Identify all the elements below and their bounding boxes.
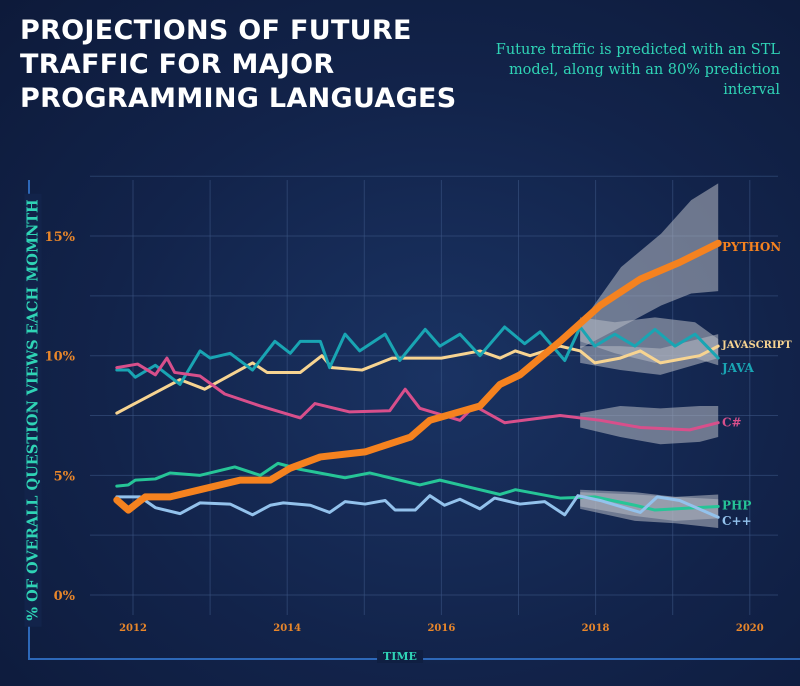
labels: 0% 5% 10% 15% 2012 2014 2016 2018 2020 PYTHON JAVA… bbox=[45, 230, 793, 634]
series-label: C# bbox=[722, 416, 742, 430]
chart-subtitle: Future traffic is predicted with an STL … bbox=[495, 42, 780, 98]
series-line-c bbox=[115, 494, 720, 519]
x-tick-label: 2016 bbox=[427, 623, 455, 634]
x-tick-label: 2012 bbox=[119, 623, 147, 634]
chart-title: PROJECTIONS OF FUTURE TRAFFIC FOR MAJOR … bbox=[20, 15, 457, 114]
x-tick-label: 2018 bbox=[582, 623, 610, 634]
y-tick-label: 10% bbox=[45, 350, 76, 365]
prediction-intervals bbox=[580, 183, 719, 528]
y-tick-label: 15% bbox=[45, 230, 76, 245]
prediction-interval-python bbox=[580, 183, 719, 349]
series-label: JAVASCRIPT bbox=[721, 340, 792, 351]
x-tick-label: 2014 bbox=[273, 623, 301, 634]
y-tick-label: 0% bbox=[54, 589, 76, 604]
series-line-c bbox=[115, 356, 720, 432]
series-line-javascript bbox=[115, 344, 720, 415]
series-lines bbox=[113, 239, 722, 519]
prediction-interval-c bbox=[580, 405, 719, 445]
x-tick-label: 2020 bbox=[736, 623, 764, 634]
prediction-interval-java bbox=[580, 317, 719, 366]
series-label: JAVA bbox=[721, 361, 754, 375]
series-label: PYTHON bbox=[722, 240, 781, 254]
series-line-python bbox=[113, 239, 722, 514]
series-line-java bbox=[115, 325, 720, 386]
y-tick-label: 5% bbox=[54, 469, 76, 484]
series-label: PHP bbox=[722, 498, 751, 512]
x-axis-label: TIME bbox=[377, 650, 423, 663]
series-label: C++ bbox=[722, 514, 752, 528]
